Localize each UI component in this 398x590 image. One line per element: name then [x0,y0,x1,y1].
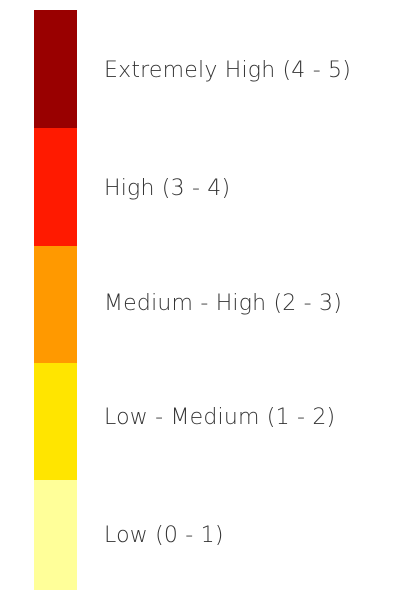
legend-item-high: High (3 - 4) [0,128,398,246]
legend-label-medium-high: Medium - High (2 - 3) [104,291,342,316]
legend-label-low: Low (0 - 1) [104,523,224,548]
legend-swatch-low [34,480,77,590]
legend-item-extremely-high: Extremely High (4 - 5) [0,10,398,128]
legend-swatch-low-medium [34,363,77,480]
legend-item-medium-high: Medium - High (2 - 3) [0,246,398,363]
legend-swatch-medium-high [34,246,77,363]
legend-item-low: Low (0 - 1) [0,480,398,590]
legend-label-high: High (3 - 4) [104,176,231,201]
legend-label-extremely-high: Extremely High (4 - 5) [104,58,352,83]
legend-item-low-medium: Low - Medium (1 - 2) [0,363,398,480]
legend-label-low-medium: Low - Medium (1 - 2) [104,405,336,430]
legend-swatch-extremely-high [34,10,77,128]
legend-swatch-high [34,128,77,246]
